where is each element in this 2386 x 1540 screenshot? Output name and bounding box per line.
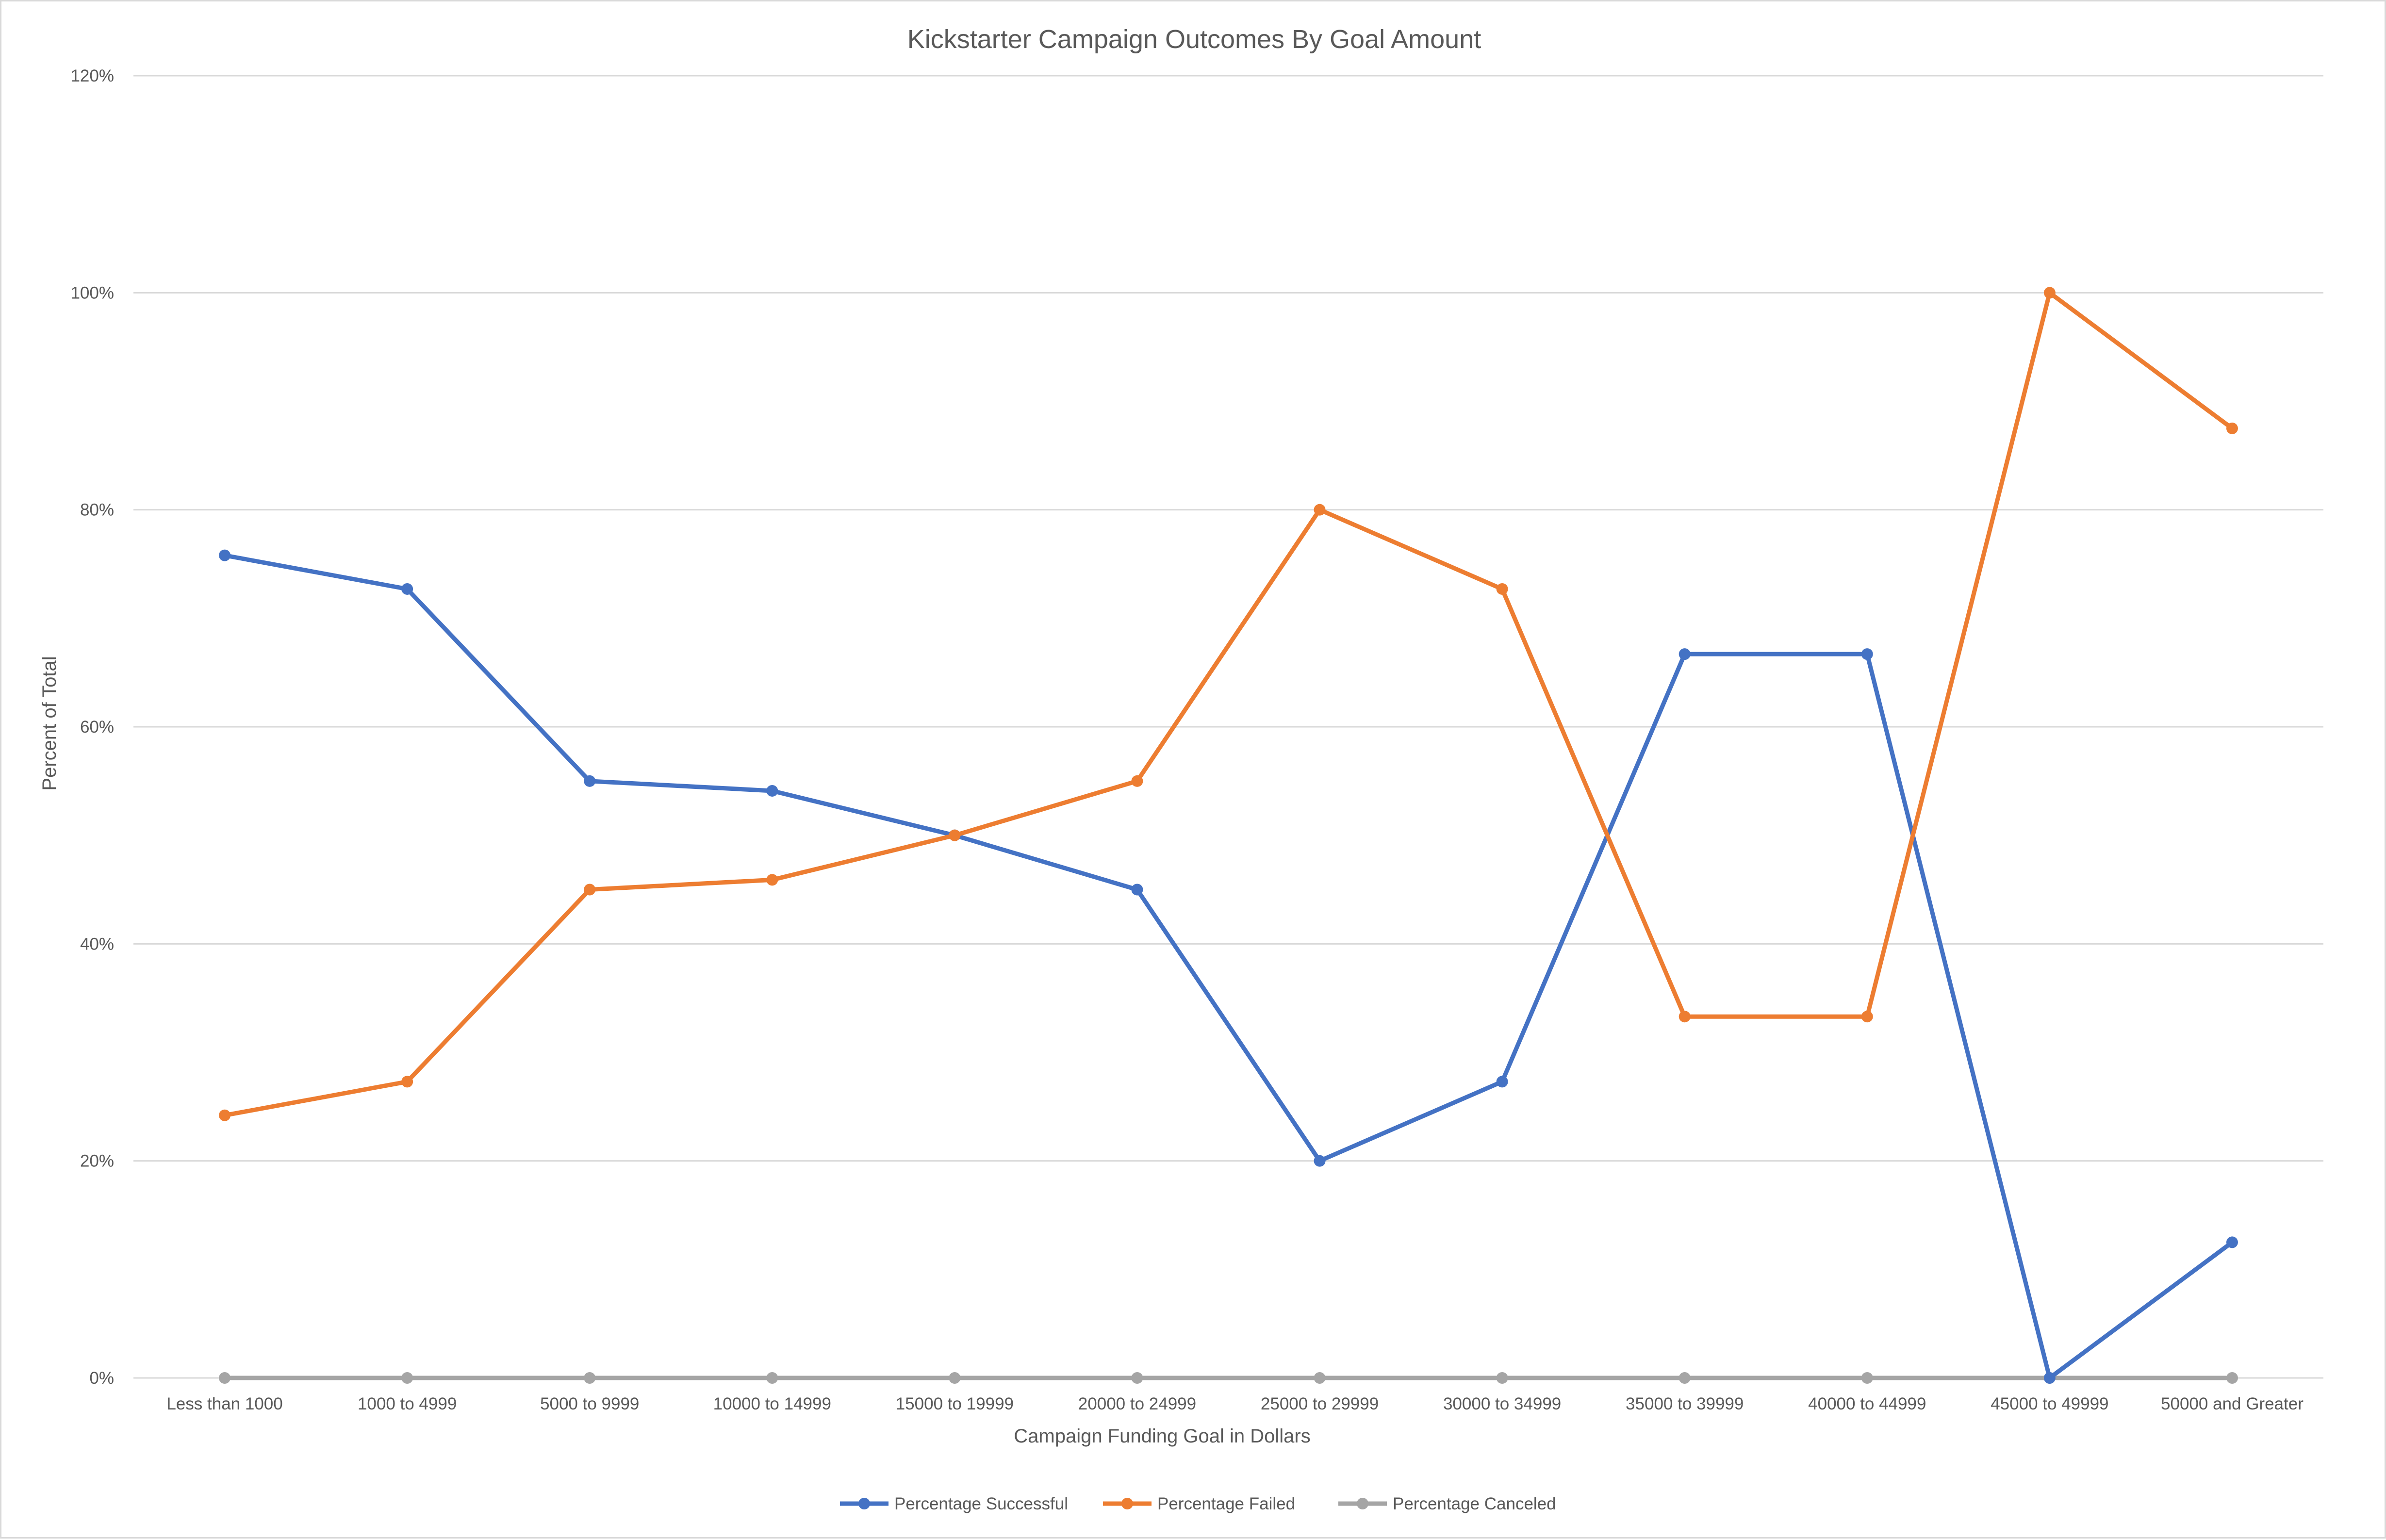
data-point [1496,1372,1508,1384]
legend-item: Percentage Canceled [1338,1494,1556,1513]
data-point [584,775,596,787]
legend-label: Percentage Successful [894,1494,1068,1513]
data-point [2043,1372,2056,1384]
x-tick-label: 50000 and Greater [2161,1394,2304,1413]
data-point [2226,422,2238,434]
data-point [2226,1372,2238,1384]
y-tick-label: 120% [70,66,114,85]
series-percentage-failed [219,287,2238,1121]
data-point [2226,1236,2238,1248]
x-tick-label: 10000 to 14999 [713,1394,831,1413]
data-point [219,1372,231,1384]
x-tick-label: 15000 to 19999 [896,1394,1014,1413]
series-lines [219,287,2238,1384]
x-tick-label: 45000 to 49999 [1991,1394,2108,1413]
y-tick-label: 60% [80,718,114,737]
y-tick-label: 40% [80,934,114,953]
data-point [1314,1372,1326,1384]
data-point [1861,1372,1873,1384]
x-tick-label: 5000 to 9999 [540,1394,639,1413]
data-point [401,1076,413,1088]
data-point [1678,648,1691,660]
legend-item: Percentage Successful [840,1494,1068,1513]
x-tick-label: 25000 to 29999 [1261,1394,1379,1413]
y-axis-title: Percent of Total [39,656,60,790]
y-tick-label: 0% [89,1369,114,1388]
data-point [219,1109,231,1121]
data-point [401,1372,413,1384]
legend-item: Percentage Failed [1103,1494,1295,1513]
data-point [1496,1076,1508,1088]
data-point [949,829,961,841]
data-point [1314,504,1326,516]
data-point [1678,1372,1691,1384]
x-tick-label: 1000 to 4999 [358,1394,457,1413]
data-point [766,1372,778,1384]
x-axis-tick-labels: Less than 1000 1000 to 4999 5000 to 9999 10… [166,1394,2304,1413]
data-point [219,549,231,561]
gridlines [133,75,2323,1379]
chart-title: Kickstarter Campaign Outcomes By Goal Am… [907,25,1481,54]
x-axis-title: Campaign Funding Goal in Dollars [1014,1425,1310,1447]
data-point [949,1372,961,1384]
series-percentage-canceled [219,1372,2238,1384]
data-point [1314,1155,1326,1167]
x-tick-label: 35000 to 39999 [1626,1394,1744,1413]
series-line [222,553,2235,1380]
data-point [1496,583,1508,595]
y-axis-tick-labels: 0% 20% 40% 60% 80% 100% 120% [70,66,114,1388]
data-point [584,884,596,896]
legend: Percentage Successful Percentage Failed Pe… [840,1494,1556,1513]
x-tick-label: 40000 to 44999 [1808,1394,1926,1413]
data-point [766,874,778,886]
data-point [1131,1372,1143,1384]
data-point [1678,1011,1691,1023]
y-tick-label: 20% [80,1152,114,1171]
legend-label: Percentage Canceled [1393,1494,1556,1513]
legend-marker [1357,1498,1368,1509]
x-tick-label: 30000 to 34999 [1443,1394,1561,1413]
data-point [584,1372,596,1384]
series-line [222,290,2235,1118]
data-point [1861,1011,1873,1023]
series-percentage-successful [219,549,2238,1384]
data-point [1131,775,1143,787]
legend-marker [858,1498,870,1509]
data-point [2043,287,2056,299]
x-tick-label: 20000 to 24999 [1078,1394,1196,1413]
data-point [1131,884,1143,896]
x-tick-label: Less than 1000 [166,1394,282,1413]
legend-label: Percentage Failed [1157,1494,1295,1513]
data-point [401,583,413,595]
legend-marker [1121,1498,1133,1509]
y-tick-label: 100% [70,283,114,302]
data-point [1861,648,1873,660]
y-tick-label: 80% [80,501,114,520]
data-point [766,785,778,797]
